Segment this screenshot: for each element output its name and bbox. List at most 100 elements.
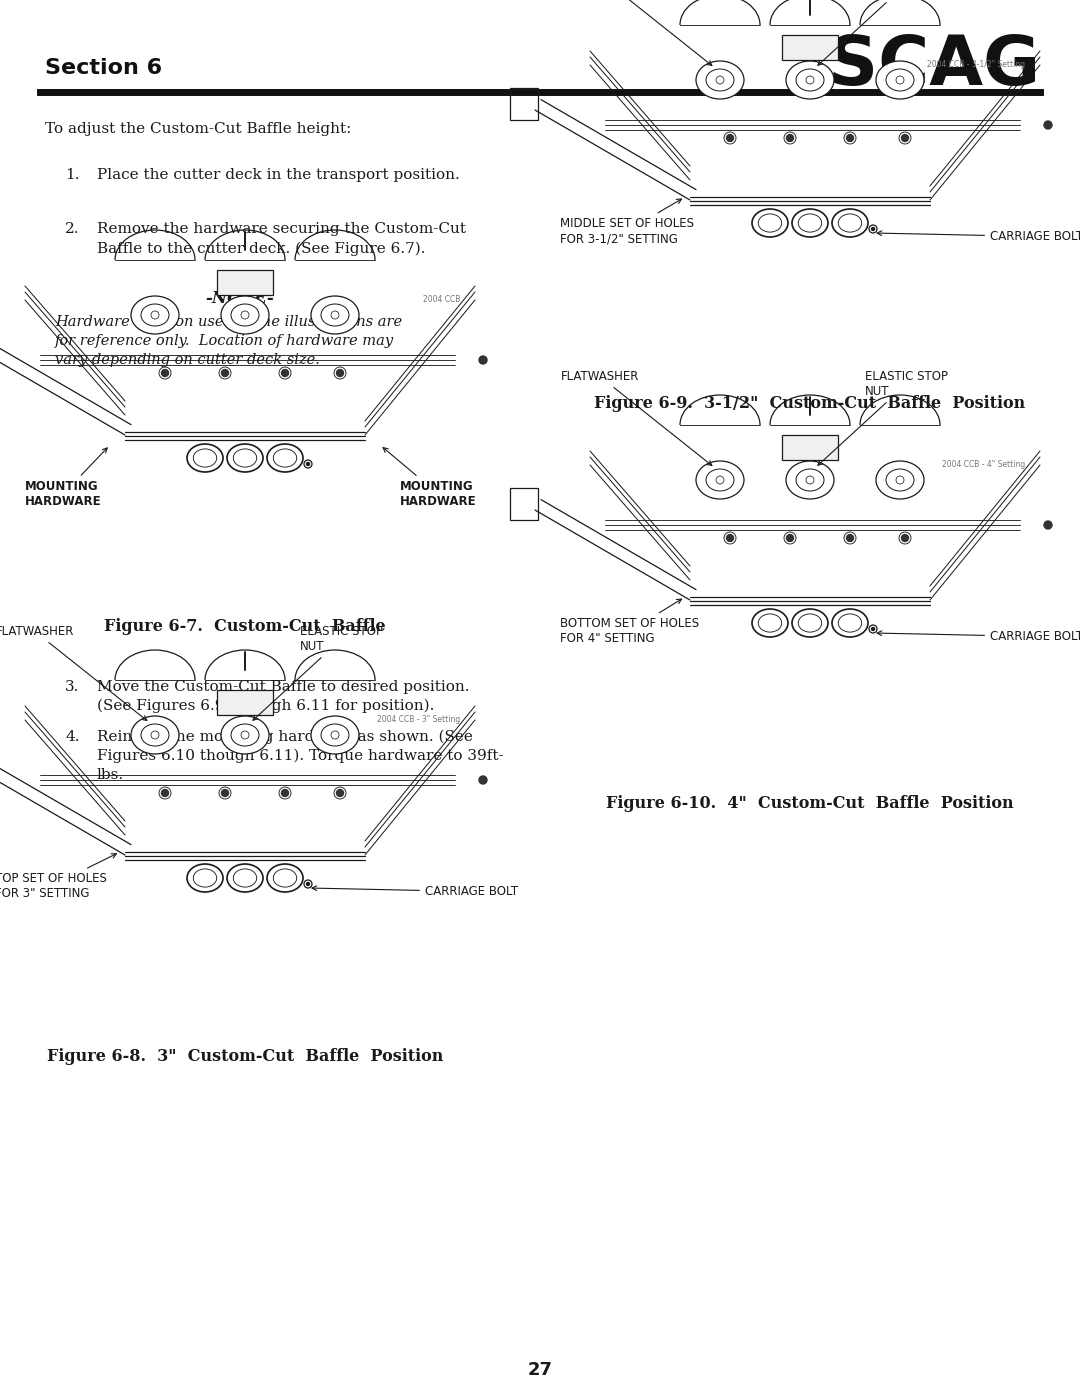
Ellipse shape: [267, 863, 303, 893]
Circle shape: [282, 789, 288, 796]
Text: 2004 CCB - 3" Setting: 2004 CCB - 3" Setting: [377, 715, 460, 724]
Circle shape: [241, 312, 249, 319]
Circle shape: [1044, 521, 1052, 529]
Text: SCAG: SCAG: [828, 32, 1040, 99]
Text: Move the Custom-Cut Baffle to desired position.: Move the Custom-Cut Baffle to desired po…: [97, 680, 470, 694]
Circle shape: [1044, 122, 1052, 129]
Text: vary depending on cutter deck size.: vary depending on cutter deck size.: [55, 353, 320, 367]
Ellipse shape: [227, 444, 264, 472]
Ellipse shape: [752, 609, 788, 637]
Circle shape: [716, 75, 724, 84]
Ellipse shape: [876, 461, 924, 499]
Text: ELASTIC STOP
NUT: ELASTIC STOP NUT: [818, 0, 948, 66]
Text: Figure 6-7.  Custom-Cut  Baffle: Figure 6-7. Custom-Cut Baffle: [104, 617, 386, 636]
Circle shape: [330, 312, 339, 319]
Circle shape: [480, 356, 487, 365]
Circle shape: [902, 535, 908, 542]
Text: CARRIAGE BOLT: CARRIAGE BOLT: [877, 231, 1080, 243]
Text: BOTTOM SET OF HOLES
FOR 4" SETTING: BOTTOM SET OF HOLES FOR 4" SETTING: [561, 599, 699, 645]
Text: MIDDLE SET OF HOLES
FOR 3-1/2" SETTING: MIDDLE SET OF HOLES FOR 3-1/2" SETTING: [561, 198, 694, 244]
Ellipse shape: [221, 296, 269, 334]
Polygon shape: [782, 35, 838, 60]
Text: Figures 6.10 though 6.11). Torque hardware to 39ft-: Figures 6.10 though 6.11). Torque hardwa…: [97, 749, 503, 763]
Circle shape: [727, 134, 733, 141]
Circle shape: [151, 731, 159, 739]
Circle shape: [847, 134, 853, 141]
Ellipse shape: [131, 717, 179, 754]
Circle shape: [896, 75, 904, 84]
Ellipse shape: [786, 61, 834, 99]
Circle shape: [872, 627, 875, 630]
Circle shape: [162, 369, 168, 377]
Text: Place the cutter deck in the transport position.: Place the cutter deck in the transport p…: [97, 168, 460, 182]
Ellipse shape: [876, 61, 924, 99]
Circle shape: [162, 789, 168, 796]
Text: Baffle to the cutter deck. (See Figure 6.7).: Baffle to the cutter deck. (See Figure 6…: [97, 242, 426, 257]
Text: FLATWASHER: FLATWASHER: [561, 370, 712, 465]
Text: FLATWASHER: FLATWASHER: [0, 624, 147, 721]
Ellipse shape: [227, 863, 264, 893]
Polygon shape: [217, 270, 273, 295]
Text: lbs.: lbs.: [97, 768, 124, 782]
Circle shape: [337, 789, 343, 796]
Text: MOUNTING
HARDWARE: MOUNTING HARDWARE: [25, 448, 107, 509]
Text: CARRIAGE BOLT: CARRIAGE BOLT: [312, 886, 518, 898]
Circle shape: [221, 369, 229, 377]
Text: 27: 27: [527, 1361, 553, 1379]
Ellipse shape: [696, 461, 744, 499]
Ellipse shape: [752, 210, 788, 237]
Text: 2004 CCB - 3-1/2" Setting: 2004 CCB - 3-1/2" Setting: [927, 60, 1025, 68]
Text: Figure 6-10.  4"  Custom-Cut  Baffle  Position: Figure 6-10. 4" Custom-Cut Baffle Positi…: [606, 795, 1014, 812]
Text: Remove the hardware securing the Custom-Cut: Remove the hardware securing the Custom-…: [97, 222, 465, 236]
Text: 4.: 4.: [65, 731, 80, 745]
Text: Section 6: Section 6: [45, 59, 162, 78]
Ellipse shape: [187, 863, 222, 893]
Polygon shape: [782, 434, 838, 460]
Text: TOP SET OF HOLES
FOR 3" SETTING: TOP SET OF HOLES FOR 3" SETTING: [0, 854, 117, 900]
Circle shape: [241, 731, 249, 739]
Circle shape: [480, 775, 487, 784]
Text: Hardware location used in the illustrations are: Hardware location used in the illustrati…: [55, 314, 402, 330]
Circle shape: [872, 228, 875, 231]
Text: Figure 6-9.  3-1/2"  Custom-Cut  Baffle  Position: Figure 6-9. 3-1/2" Custom-Cut Baffle Pos…: [594, 395, 1026, 412]
Ellipse shape: [311, 717, 359, 754]
Circle shape: [896, 476, 904, 483]
Circle shape: [806, 476, 814, 483]
Circle shape: [337, 369, 343, 377]
Text: ELASTIC STOP
NUT: ELASTIC STOP NUT: [253, 624, 383, 721]
Ellipse shape: [311, 296, 359, 334]
Text: -NOTE-: -NOTE-: [205, 291, 274, 307]
Circle shape: [151, 312, 159, 319]
Text: Reinstall the mounting hardware as shown. (See: Reinstall the mounting hardware as shown…: [97, 731, 473, 745]
Text: CARRIAGE BOLT: CARRIAGE BOLT: [877, 630, 1080, 643]
Text: Figure 6-8.  3"  Custom-Cut  Baffle  Position: Figure 6-8. 3" Custom-Cut Baffle Positio…: [46, 1048, 443, 1065]
Circle shape: [806, 75, 814, 84]
Circle shape: [221, 789, 229, 796]
Circle shape: [727, 535, 733, 542]
Circle shape: [847, 535, 853, 542]
Text: MOUNTING
HARDWARE: MOUNTING HARDWARE: [383, 447, 476, 509]
Ellipse shape: [131, 296, 179, 334]
Ellipse shape: [187, 444, 222, 472]
Ellipse shape: [832, 210, 868, 237]
Ellipse shape: [832, 609, 868, 637]
Circle shape: [330, 731, 339, 739]
Text: (See Figures 6.9 through 6.11 for position).: (See Figures 6.9 through 6.11 for positi…: [97, 698, 434, 714]
Text: ELASTIC STOP
NUT: ELASTIC STOP NUT: [818, 370, 948, 465]
Ellipse shape: [792, 609, 828, 637]
Text: for reference only.  Location of hardware may: for reference only. Location of hardware…: [55, 334, 394, 348]
Ellipse shape: [267, 444, 303, 472]
Text: 3.: 3.: [65, 680, 79, 694]
Polygon shape: [217, 690, 273, 715]
Circle shape: [716, 476, 724, 483]
Text: 2004 CCB: 2004 CCB: [422, 295, 460, 305]
Circle shape: [307, 462, 310, 465]
Circle shape: [786, 134, 794, 141]
Ellipse shape: [786, 461, 834, 499]
Text: 2004 CCB - 4" Setting: 2004 CCB - 4" Setting: [942, 460, 1025, 469]
Circle shape: [902, 134, 908, 141]
Circle shape: [282, 369, 288, 377]
Ellipse shape: [696, 61, 744, 99]
Text: FLATWASHER: FLATWASHER: [561, 0, 712, 66]
Text: 2.: 2.: [65, 222, 80, 236]
